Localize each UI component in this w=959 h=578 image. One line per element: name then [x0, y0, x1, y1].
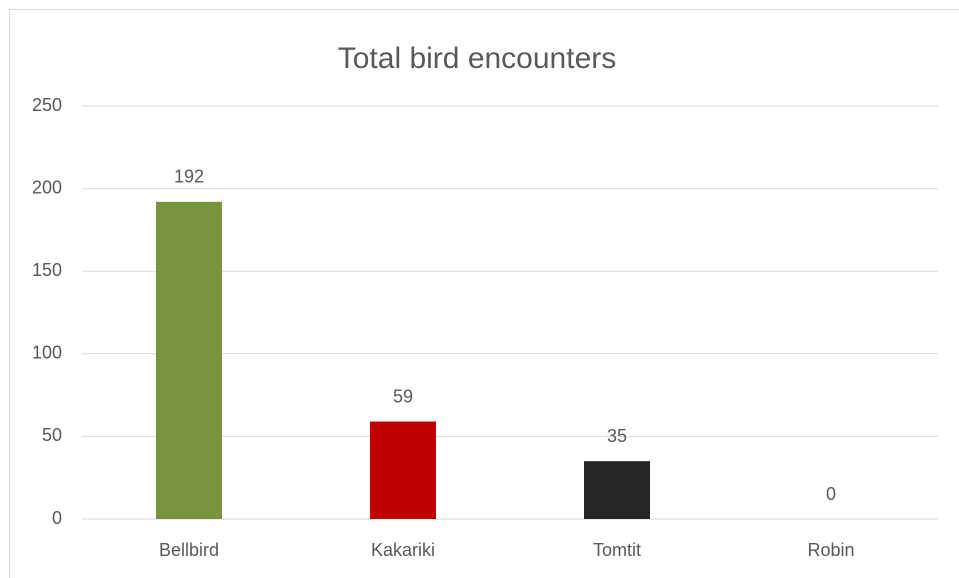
data-label: 35 [607, 426, 627, 446]
x-tick-label: Robin [807, 540, 854, 560]
y-tick-label: 200 [32, 177, 62, 197]
x-tick-label: Tomtit [593, 540, 641, 560]
y-tick-label: 150 [32, 260, 62, 280]
data-label: 59 [393, 386, 413, 406]
y-tick-label: 100 [32, 343, 62, 363]
data-label: 192 [174, 167, 204, 187]
y-tick-label: 0 [52, 508, 62, 528]
data-label: 0 [826, 484, 836, 504]
chart-border [9, 9, 959, 578]
bar [584, 461, 650, 519]
x-tick-label: Kakariki [371, 540, 435, 560]
y-tick-label: 250 [32, 95, 62, 115]
y-tick-label: 50 [42, 425, 62, 445]
bar [156, 201, 222, 520]
bar [370, 421, 436, 519]
x-tick-label: Bellbird [159, 540, 219, 560]
chart-title: Total bird encounters [338, 42, 617, 75]
